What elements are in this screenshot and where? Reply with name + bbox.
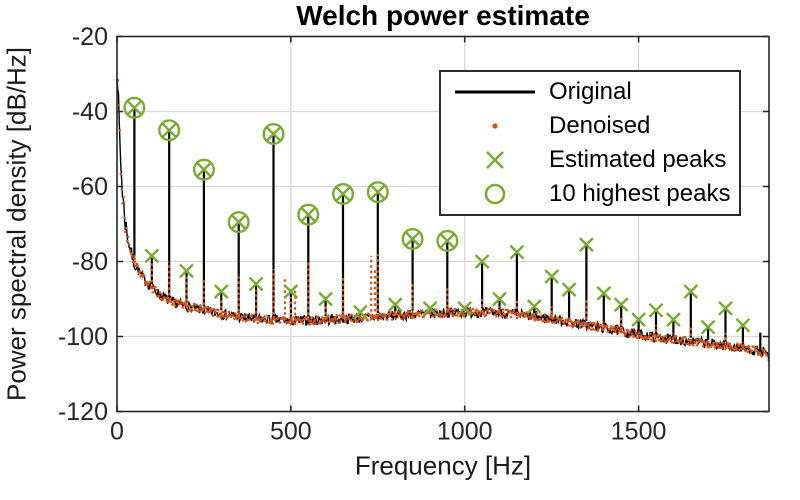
x-tick-label: 0: [110, 418, 124, 446]
legend-label: Estimated peaks: [549, 146, 727, 173]
top10-peak-circles: [123, 96, 459, 252]
y-tick-label: -60: [72, 173, 108, 201]
y-tick-label: -120: [58, 398, 108, 426]
x-tick-label: 500: [270, 418, 312, 446]
x-axis-label: Frequency [Hz]: [354, 450, 532, 481]
axis-ticks: [116, 35, 769, 413]
circle-marker-swatch-icon: [441, 179, 549, 209]
legend-item-estimated-peaks: Estimated peaks: [441, 144, 739, 177]
line-swatch-icon: [441, 77, 549, 107]
estimated-peaks-x-markers: [127, 100, 751, 335]
x-tick-label: 1000: [437, 418, 493, 446]
denoised-peak-bumps: [133, 254, 744, 349]
legend-item-top10-peaks: 10 highest peaks: [441, 178, 739, 211]
legend-label: 10 highest peaks: [549, 180, 731, 207]
dot-swatch-icon: [441, 111, 549, 141]
x-tick-label: 1500: [611, 418, 667, 446]
y-tick-label: -40: [72, 98, 108, 126]
legend-item-denoised: Denoised: [441, 110, 739, 143]
legend-label: Denoised: [549, 112, 651, 139]
x-marker-swatch-icon: [441, 145, 549, 175]
tick-labels: 0 500 1000 1500 -20 -40 -60 -80 -100 -120: [58, 23, 666, 446]
legend-label: Original: [549, 78, 632, 105]
y-tick-label: -20: [72, 23, 108, 51]
original-peak-spikes: [133, 107, 762, 352]
chart-title: Welch power estimate: [296, 0, 590, 31]
y-tick-label: -80: [72, 248, 108, 276]
y-tick-label: -100: [58, 323, 108, 351]
legend-item-original: Original: [441, 76, 739, 109]
y-axis-label: Power spectral density [dB/Hz]: [1, 46, 32, 402]
plot-box: [116, 35, 770, 413]
legend-box: Original Denoised Estimated peaks 10 hig…: [439, 70, 741, 216]
